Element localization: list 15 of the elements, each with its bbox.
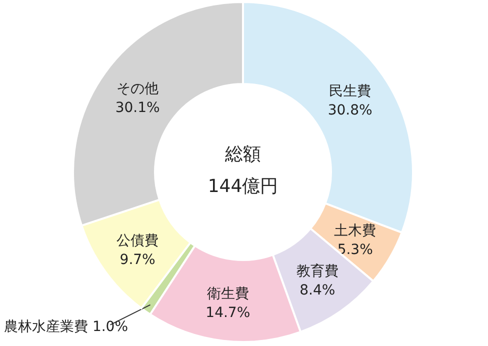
slice-label: 土木費 <box>334 222 376 239</box>
slice-label: 公債費 <box>116 233 159 250</box>
data-label: 30.8% <box>328 102 372 118</box>
slice-label: 農林水産業費 1.0% <box>4 318 128 335</box>
data-label: 5.3% <box>337 242 373 258</box>
data-label: 8.4% <box>300 282 336 299</box>
text: 144億円 <box>208 176 278 197</box>
text: 総額 <box>224 144 261 165</box>
slice-label: 教育費 <box>296 262 338 280</box>
slice-label: 衛生費 <box>206 286 249 302</box>
data-label: 30.1% <box>115 100 160 116</box>
slice-label: 民生費 <box>329 83 372 100</box>
data-label: 14.7% <box>206 305 250 322</box>
slice-label: その他 <box>116 80 159 97</box>
data-label: 9.7% <box>120 252 156 268</box>
